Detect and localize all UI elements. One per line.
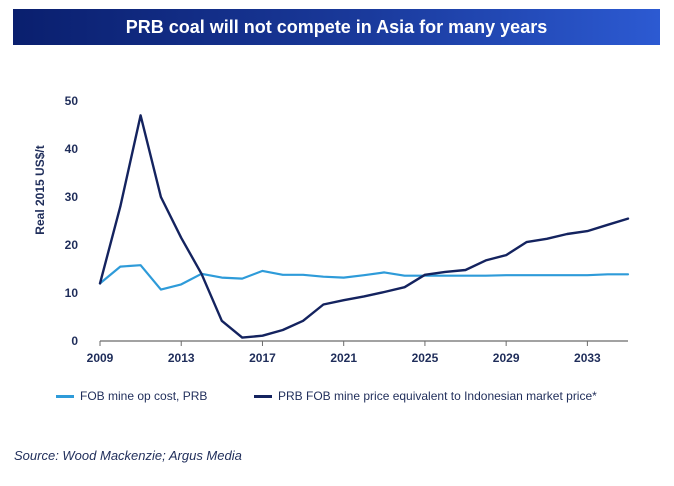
data-point	[627, 217, 629, 219]
legend-label-price-equivalent: PRB FOB mine price equivalent to Indones…	[278, 389, 597, 403]
data-point	[261, 270, 263, 272]
data-point	[139, 114, 141, 116]
data-point	[606, 273, 608, 275]
chart-legend: FOB mine op cost, PRB PRB FOB mine price…	[0, 386, 674, 408]
y-axis-label: Real 2015 US$/t	[33, 145, 47, 234]
y-tick-label: 50	[65, 94, 79, 108]
data-point	[586, 230, 588, 232]
data-point	[383, 271, 385, 273]
data-point	[525, 241, 527, 243]
legend-item-price-equivalent: PRB FOB mine price equivalent to Indones…	[254, 389, 597, 403]
data-point	[606, 224, 608, 226]
data-point	[282, 274, 284, 276]
legend-swatch-op-cost	[56, 394, 74, 398]
data-point	[403, 286, 405, 288]
data-point	[119, 265, 121, 267]
x-tick-label: 2017	[249, 351, 276, 365]
data-point	[566, 233, 568, 235]
data-point	[322, 275, 324, 277]
data-point	[261, 335, 263, 337]
data-point	[363, 295, 365, 297]
data-point	[363, 274, 365, 276]
y-tick-label: 0	[71, 334, 78, 348]
data-point	[160, 196, 162, 198]
data-point	[99, 282, 101, 284]
legend-swatch-price-equivalent	[254, 394, 272, 398]
data-point	[505, 274, 507, 276]
data-point	[241, 336, 243, 338]
source-note: Source: Wood Mackenzie; Argus Media	[14, 448, 242, 463]
data-point	[383, 291, 385, 293]
data-point	[424, 274, 426, 276]
x-tick-label: 2021	[330, 351, 357, 365]
line-chart: Real 2015 US$/t 0 10 20 30 40 50 2009 2013 2017 2…	[33, 94, 630, 365]
data-point	[342, 276, 344, 278]
data-point	[221, 276, 223, 278]
data-point	[180, 283, 182, 285]
x-tick-label: 2033	[574, 351, 601, 365]
data-point	[221, 320, 223, 322]
chart-axes: 0 10 20 30 40 50 2009 2013 2017 2021 2025 2029 2033	[65, 94, 628, 365]
y-tick-label: 10	[65, 286, 79, 300]
y-tick-label: 20	[65, 238, 79, 252]
data-point	[282, 329, 284, 331]
data-point	[485, 259, 487, 261]
data-point	[160, 288, 162, 290]
data-point	[403, 275, 405, 277]
x-tick-label: 2025	[412, 351, 439, 365]
series-line-price-equivalent	[98, 114, 630, 339]
x-tick-label: 2009	[87, 351, 114, 365]
data-point	[566, 274, 568, 276]
data-point	[525, 274, 527, 276]
x-tick-label: 2029	[493, 351, 520, 365]
chart-title: PRB coal will not compete in Asia for ma…	[125, 16, 548, 37]
data-point	[444, 271, 446, 273]
data-point	[485, 275, 487, 277]
legend-label-op-cost: FOB mine op cost, PRB	[80, 389, 208, 403]
legend-item-op-cost: FOB mine op cost, PRB	[56, 389, 207, 403]
data-point	[586, 274, 588, 276]
x-tick-label: 2013	[168, 351, 195, 365]
data-point	[180, 237, 182, 239]
data-point	[627, 273, 629, 275]
data-point	[342, 299, 344, 301]
data-point	[139, 264, 141, 266]
data-point	[546, 274, 548, 276]
y-tick-label: 30	[65, 190, 79, 204]
data-point	[464, 269, 466, 271]
y-tick-label: 40	[65, 142, 79, 156]
data-point	[464, 275, 466, 277]
data-point	[200, 273, 202, 275]
data-point	[241, 277, 243, 279]
data-point	[546, 238, 548, 240]
data-point	[302, 274, 304, 276]
data-point	[505, 254, 507, 256]
chart-plot-area	[98, 114, 630, 339]
series-line-op-cost	[98, 264, 630, 291]
chart-title-bar: PRB coal will not compete in Asia for ma…	[13, 9, 660, 45]
data-point	[119, 205, 121, 207]
data-point	[302, 320, 304, 322]
data-point	[444, 275, 446, 277]
data-point	[322, 303, 324, 305]
